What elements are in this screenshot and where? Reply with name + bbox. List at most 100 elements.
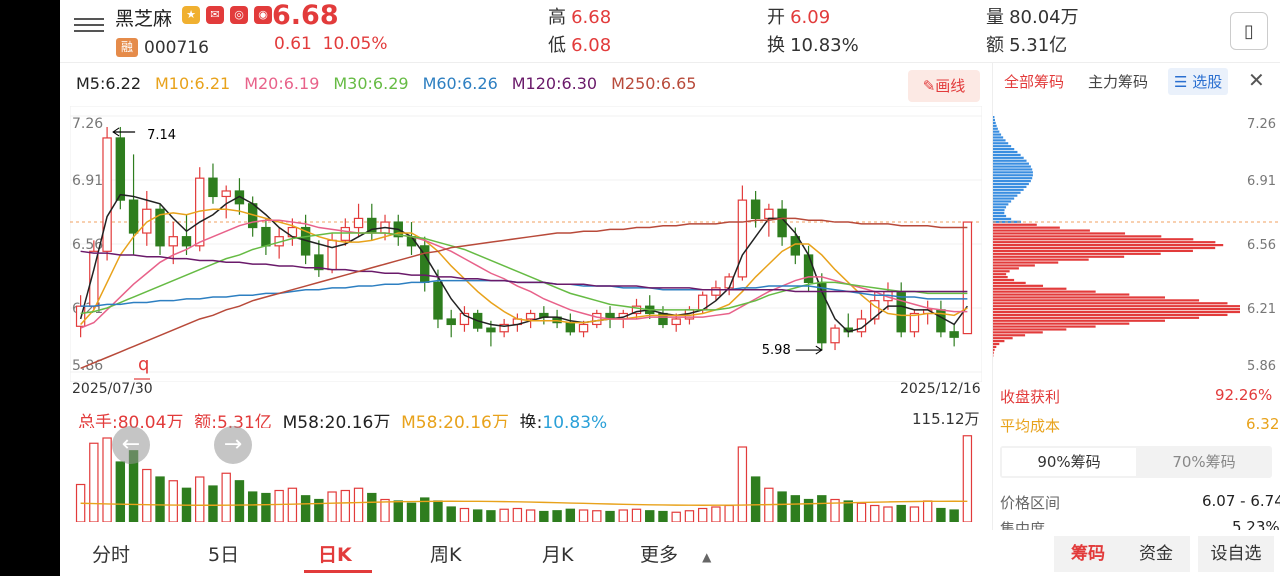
stock-picker-button[interactable]: ☰ 选股 [1168,68,1229,95]
volume-bar [446,506,456,522]
volume-bar [221,472,231,522]
volume-bar [261,492,271,522]
stock-detail-screen: 黑芝麻 ★ ✉ ◎ ◉ 6.68 融 000716 0.61 10.05% 高 … [60,0,1280,576]
menu-icon[interactable] [74,14,104,36]
chip-bar [993,159,1027,162]
chip-bar [993,249,1193,253]
close-icon[interactable]: ✕ [1248,68,1265,92]
volume-bar [697,507,708,522]
chip-bar [993,139,1006,142]
prev-arrow-icon[interactable]: ← [112,426,150,464]
volume-bar [803,498,814,522]
bank-icon: ◎ [230,6,248,24]
volume-bar [711,506,721,522]
profit-value: 92.26% [1215,386,1273,404]
volume-bar [89,442,99,522]
tab-all-chips[interactable]: 全部筹码 [1004,73,1065,91]
add-watchlist-button[interactable]: 设自选 [1198,536,1274,572]
volume-quote: 量 80.04万 [986,7,1079,28]
chip-bar [993,238,1194,241]
candlestick-chart[interactable]: 7.266.916.566.215.867.145.98q [70,106,982,382]
volume-bar [578,509,589,522]
volume-bar [565,508,576,522]
candle-body [711,287,721,296]
volume-bar [658,510,668,522]
funds-button[interactable]: 资金 [1122,536,1190,572]
tab-5day[interactable]: 5日 [208,544,240,566]
candle-body [327,239,337,271]
mail-icon: ✉ [206,6,224,24]
volume-bar [300,495,311,522]
turnover-quote: 换 10.83% [767,35,859,56]
volume-bar [962,435,973,522]
candle-body [592,312,602,326]
candle-body [208,177,218,198]
chip-bar [993,191,1021,194]
tab-monthly-k[interactable]: 月K [542,544,574,566]
volume-chart[interactable] [70,428,982,522]
volume-bar [605,510,615,522]
tab-90-chips[interactable]: 90%筹码 [1002,448,1136,476]
volume-bar [856,502,867,522]
candle-body [102,137,112,252]
volume-bar [645,510,655,522]
chip-bar [993,136,1004,139]
chip-bar [993,281,1026,285]
chip-bar [993,305,1240,308]
chip-bar [993,188,1024,191]
volume-bar [340,489,351,522]
volume-bar [671,511,681,522]
volume-bar [420,497,430,522]
chip-tick-label: 6.21 [1247,302,1276,317]
ma-label-0: M5:6.22 [76,74,141,93]
volume-bar [909,506,920,522]
chip-bar [993,235,1162,238]
ma-line-m20 [80,219,968,329]
chip-bar [993,203,1009,206]
chip-bar [993,302,1228,305]
ma-label-1: M10:6.21 [155,74,231,93]
chip-bar [993,148,1015,151]
volume-bar [208,485,218,522]
volume-bar [195,476,205,522]
chip-bar [993,212,1005,215]
tab-weekly-k[interactable]: 周K [430,544,462,566]
volume-bar [539,510,549,522]
candle-body [128,199,139,234]
chip-bar [993,325,1096,328]
chip-bar [993,276,1008,279]
candle-body [764,208,774,219]
landscape-icon[interactable]: ▯ [1230,12,1268,50]
chip-tick-label: 5.86 [1247,359,1276,374]
chip-bar [993,241,1216,244]
chip-bar [993,232,1126,235]
chip-bar [993,214,1007,218]
chip-bar [993,165,1031,168]
chips-button[interactable]: 筹码 [1054,536,1122,572]
chip-tick-label: 7.26 [1247,117,1276,132]
price-range-label: 价格区间 [1000,494,1061,512]
draw-line-button[interactable]: ✎画线 [908,70,980,102]
chip-distribution-chart: 7.26 6.91 6.56 6.21 5.86 [993,116,1280,374]
chip-bar [993,278,1015,282]
tab-daily-k[interactable]: 日K [318,544,352,566]
chip-bar [993,226,1060,229]
chip-bar [993,174,1033,177]
tab-main-chips[interactable]: 主力筹码 [1088,73,1149,91]
ma-label-2: M20:6.19 [244,74,320,93]
chip-tick-label: 6.91 [1247,174,1276,189]
candle-body [737,199,748,278]
chip-tick-label: 6.56 [1247,238,1276,253]
chip-bar [993,185,1027,189]
tab-more[interactable]: 更多 ▲ [640,544,712,566]
y-tick-label: 6.91 [72,173,103,189]
chip-bar [993,118,995,122]
volume-bar [750,476,761,522]
chip-bar [993,340,1005,343]
chip-bar [993,142,1009,145]
tab-70-chips[interactable]: 70%筹码 [1172,453,1236,471]
chip-bar [993,150,1018,154]
candle-body [909,312,920,333]
tab-intraday[interactable]: 分时 [92,544,131,566]
next-arrow-icon[interactable]: → [214,426,252,464]
